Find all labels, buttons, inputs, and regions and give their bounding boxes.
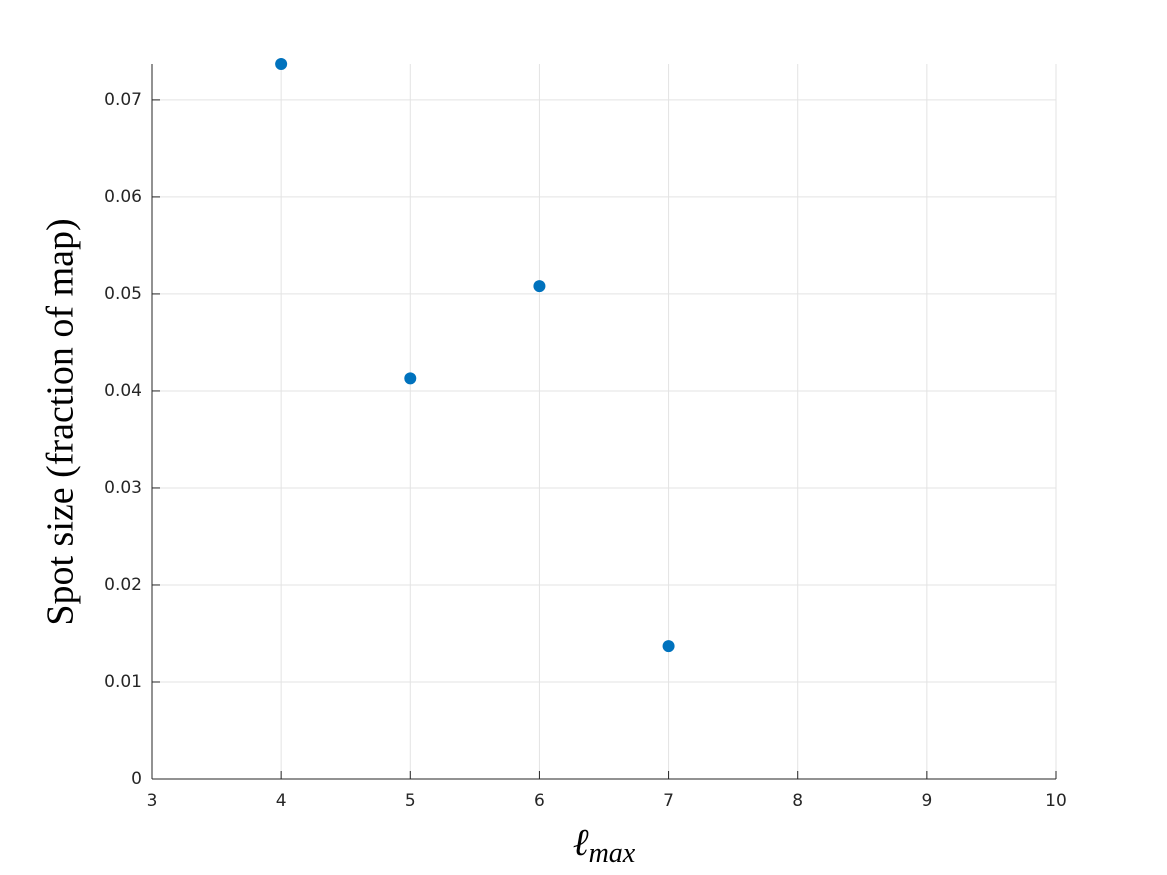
y-tick-label: 0.06 <box>104 187 142 207</box>
y-tick-label: 0.03 <box>104 478 142 498</box>
x-tick-label: 5 <box>405 791 416 811</box>
point <box>533 280 546 293</box>
x-label-symbol: ℓ <box>573 822 589 864</box>
y-tick-label: 0.05 <box>104 284 142 304</box>
x-tick-label: 3 <box>147 791 158 811</box>
x-tick-label: 7 <box>663 791 674 811</box>
y-tick-label: 0.02 <box>104 575 142 595</box>
y-tick-label: 0 <box>131 769 142 789</box>
point <box>404 372 417 385</box>
y-axis-label: Spot size (fraction of map) <box>40 218 82 625</box>
x-tick-label: 9 <box>921 791 932 811</box>
x-tick-label: 4 <box>276 791 287 811</box>
x-tick-label: 8 <box>792 791 803 811</box>
point <box>275 58 288 70</box>
x-axis-label: ℓmax <box>573 822 636 870</box>
y-tick-label: 0.04 <box>104 381 142 401</box>
point <box>662 640 675 653</box>
x-tick-label: 10 <box>1045 791 1067 811</box>
x-label-subscript: max <box>589 838 636 869</box>
y-tick-label: 0.07 <box>104 90 142 110</box>
y-tick-label: 0.01 <box>104 672 142 692</box>
x-tick-label: 6 <box>534 791 545 811</box>
